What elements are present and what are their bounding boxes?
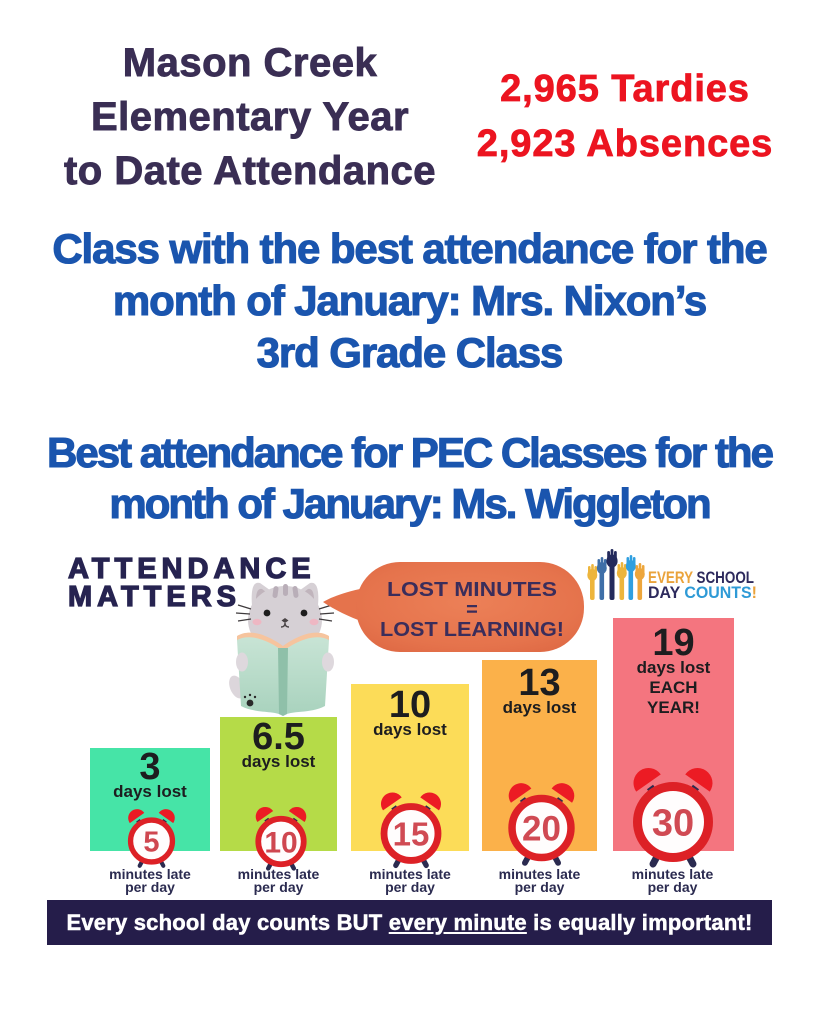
svg-text:15: 15 — [393, 815, 430, 852]
svg-text:=: = — [466, 599, 478, 621]
svg-text:DAY COUNTS!: DAY COUNTS! — [648, 583, 757, 602]
svg-text:LOST LEARNING!: LOST LEARNING! — [380, 619, 564, 641]
svg-text:LOST MINUTES: LOST MINUTES — [387, 579, 557, 601]
svg-text:20: 20 — [522, 810, 561, 849]
svg-text:10: 10 — [264, 826, 297, 859]
svg-text:5: 5 — [143, 827, 159, 859]
svg-text:EVERY SCHOOL: EVERY SCHOOL — [648, 568, 754, 587]
svg-text:30: 30 — [652, 803, 694, 845]
